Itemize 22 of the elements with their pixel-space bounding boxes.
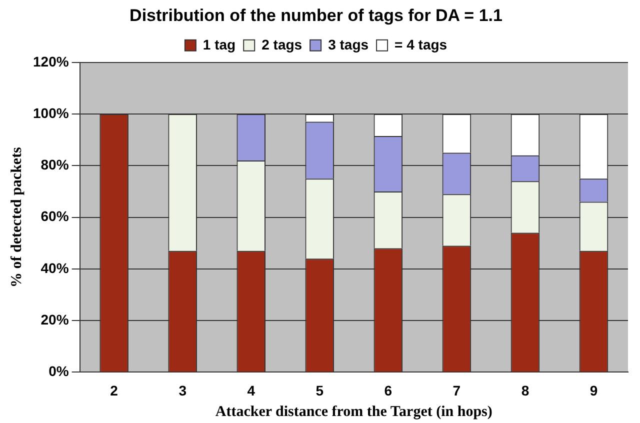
x-tick-label: 9 <box>590 382 598 398</box>
x-tick-label: 5 <box>316 382 324 398</box>
x-tick-label: 2 <box>110 382 118 398</box>
y-tick-label: 100% <box>32 104 70 121</box>
y-tick-label: 0% <box>48 363 70 380</box>
y-axis-title: % of detected packets <box>8 146 25 288</box>
y-tick-label: 60% <box>40 208 70 224</box>
y-tick-label: 40% <box>40 260 70 276</box>
y-tick-label: 20% <box>40 311 70 328</box>
y-tick-label: 120% <box>32 53 70 70</box>
x-tick-label: 6 <box>384 382 392 398</box>
x-tick-label: 8 <box>521 382 530 398</box>
x-axis-title: Attacker distance from the Target (in hops) <box>215 404 492 420</box>
chart-title: Distribution of the number of tags for DA = 1.1 <box>130 6 502 25</box>
y-tick-label: 80% <box>40 156 70 173</box>
legend-label: 1 tag <box>202 36 236 52</box>
x-tick-label: 4 <box>247 382 256 398</box>
x-tick-label: 7 <box>452 382 461 398</box>
legend-label: 2 tags <box>262 36 302 52</box>
legend-label: = 4 tags <box>394 36 448 52</box>
x-tick-label: 3 <box>178 382 187 398</box>
legend-label: 3 tags <box>328 36 369 52</box>
